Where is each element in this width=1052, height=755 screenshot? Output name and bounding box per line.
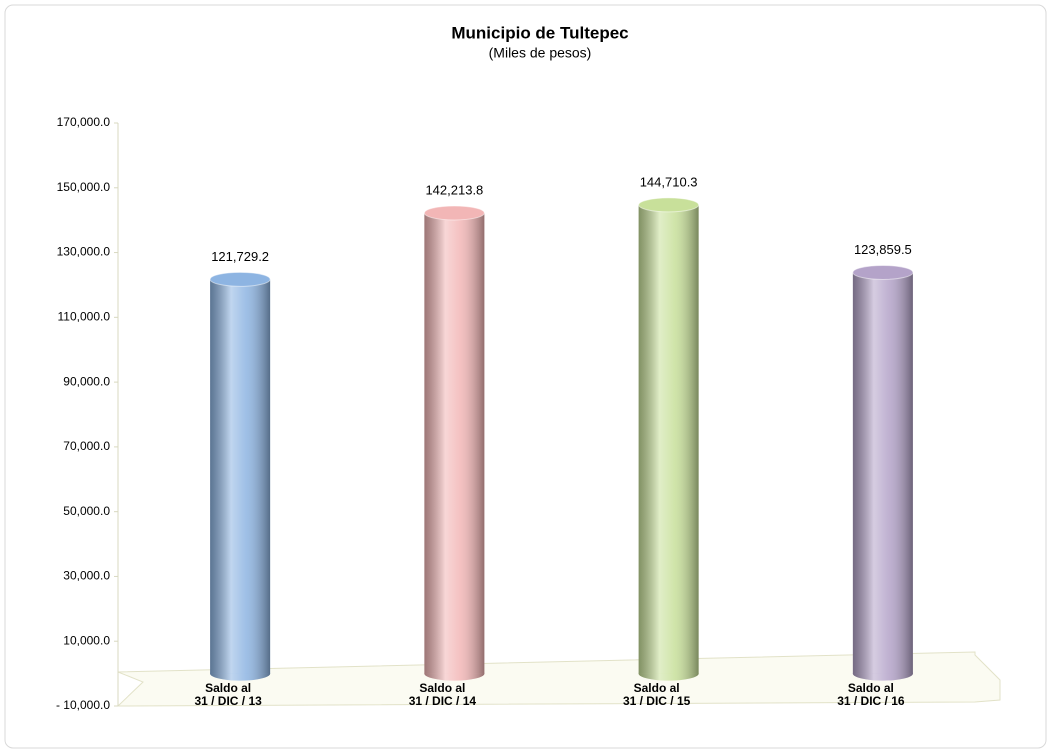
y-tick-label: 150,000.0 — [57, 180, 111, 194]
x-tick-label: Saldo al — [848, 681, 894, 695]
chart-title: Municipio de Tultepec — [451, 23, 628, 42]
y-tick-label: 170,000.0 — [57, 115, 111, 129]
bar-top — [423, 205, 485, 221]
y-tick-label: 110,000.0 — [58, 310, 111, 324]
value-label: 142,213.8 — [425, 182, 483, 197]
bar-shade — [638, 204, 699, 674]
bar-shade — [852, 272, 913, 674]
y-tick-label: 90,000.0 — [63, 374, 110, 388]
bar-shade — [424, 212, 485, 674]
value-label: 123,859.5 — [854, 242, 912, 257]
y-tick-label: 50,000.0 — [63, 504, 110, 518]
bar-top — [209, 271, 271, 287]
y-tick-label: 30,000.0 — [63, 569, 110, 583]
bar-shade — [210, 279, 271, 674]
x-tick-label: Saldo al — [205, 681, 251, 695]
x-tick-label: 31 / DIC / 13 — [194, 694, 262, 708]
y-tick-label: 70,000.0 — [63, 439, 110, 453]
x-tick-label: 31 / DIC / 15 — [623, 694, 691, 708]
floor — [116, 651, 1001, 707]
x-tick-label: Saldo al — [419, 681, 465, 695]
chart-subtitle: (Miles de pesos) — [489, 45, 592, 61]
y-tick-label: 130,000.0 — [57, 245, 111, 259]
value-label: 121,729.2 — [211, 249, 269, 264]
bar-top — [852, 264, 914, 280]
bar-top — [638, 197, 700, 213]
x-tick-label: 31 / DIC / 16 — [837, 694, 905, 708]
y-tick-label: 10,000.0 — [63, 633, 110, 647]
y-tick-label: - 10,000.0 — [56, 698, 110, 712]
x-tick-label: Saldo al — [634, 681, 680, 695]
value-label: 144,710.3 — [640, 174, 698, 189]
x-tick-label: 31 / DIC / 14 — [409, 694, 477, 708]
